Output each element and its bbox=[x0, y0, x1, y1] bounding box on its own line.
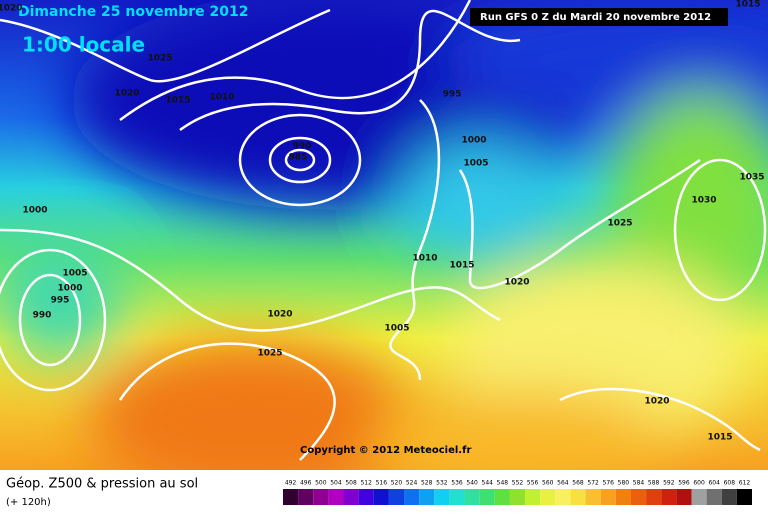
isobar-label: 1020 bbox=[644, 397, 669, 407]
scale-label: 564 bbox=[557, 480, 569, 487]
scale-swatch bbox=[646, 489, 662, 505]
scale-label: 600 bbox=[693, 480, 705, 487]
isobar-label: 1035 bbox=[739, 173, 764, 183]
scale-swatch bbox=[585, 489, 601, 505]
scale-swatch bbox=[479, 489, 495, 505]
scale-swatch bbox=[676, 489, 692, 505]
scale-swatch bbox=[343, 489, 359, 505]
isobar-label: 1015 bbox=[707, 433, 732, 443]
isobar-label: 990 bbox=[33, 311, 52, 321]
scale-label: 524 bbox=[406, 480, 418, 487]
isobar-label: 995 bbox=[443, 90, 462, 100]
scale-label: 604 bbox=[708, 480, 720, 487]
map-time: 1:00 locale bbox=[22, 33, 145, 57]
isobar-lines bbox=[0, 0, 765, 460]
isobar-label: 1015 bbox=[449, 261, 474, 271]
isobar-label: 1015 bbox=[735, 0, 760, 10]
copyright: Copyright © 2012 Meteociel.fr bbox=[300, 445, 471, 456]
scale-label: 576 bbox=[603, 480, 615, 487]
scale-label: 492 bbox=[285, 480, 297, 487]
scale-label: 592 bbox=[663, 480, 675, 487]
isobar-label: 1005 bbox=[62, 269, 87, 279]
scale-label: 500 bbox=[315, 480, 327, 487]
scale-label: 552 bbox=[512, 480, 524, 487]
scale-swatch bbox=[661, 489, 677, 505]
scale-label: 608 bbox=[724, 480, 736, 487]
isobar-label: 1010 bbox=[412, 254, 437, 264]
scale-label: 516 bbox=[376, 480, 388, 487]
scale-swatch bbox=[494, 489, 510, 505]
scale-swatch bbox=[691, 489, 707, 505]
scale-label: 580 bbox=[618, 480, 630, 487]
scale-swatch bbox=[404, 489, 420, 505]
scale-label: 556 bbox=[527, 480, 539, 487]
scale-label: 560 bbox=[542, 480, 554, 487]
scale-swatch bbox=[555, 489, 571, 505]
isobar-label: 1030 bbox=[691, 196, 716, 206]
legend-title: Géop. Z500 & pression au sol bbox=[6, 477, 198, 492]
isobar-label: 1005 bbox=[463, 159, 488, 169]
scale-swatch bbox=[736, 489, 752, 505]
scale-label: 496 bbox=[300, 480, 312, 487]
isobar-label: 1025 bbox=[257, 349, 282, 359]
isobar-label: 985 bbox=[289, 153, 308, 163]
lead-time: (+ 120h) bbox=[6, 497, 51, 508]
isobar-label: 995 bbox=[51, 296, 70, 306]
scale-label: 548 bbox=[497, 480, 509, 487]
isobar-label: 1020 bbox=[0, 4, 23, 14]
scale-swatch bbox=[540, 489, 556, 505]
isobar-label: 1015 bbox=[165, 96, 190, 106]
isobar-label: 1000 bbox=[461, 136, 486, 146]
scale-label: 504 bbox=[330, 480, 342, 487]
isobar-label: 1025 bbox=[607, 219, 632, 229]
field bbox=[0, 0, 768, 470]
scale-swatch bbox=[464, 489, 480, 505]
scale-label: 520 bbox=[391, 480, 403, 487]
scale-swatch bbox=[419, 489, 435, 505]
scale-label: 532 bbox=[436, 480, 448, 487]
scale-label: 512 bbox=[360, 480, 372, 487]
scale-swatch bbox=[600, 489, 616, 505]
scale-swatch bbox=[525, 489, 541, 505]
isobar-label: 1005 bbox=[384, 324, 409, 334]
scale-label: 588 bbox=[648, 480, 660, 487]
scale-swatch bbox=[570, 489, 586, 505]
run-info: Run GFS 0 Z du Mardi 20 novembre 2012 bbox=[480, 12, 711, 23]
scale-label: 544 bbox=[482, 480, 494, 487]
map-day: Dimanche 25 novembre 2012 bbox=[18, 4, 248, 20]
isobar-label: 1020 bbox=[267, 310, 292, 320]
isobar-label: 1020 bbox=[504, 278, 529, 288]
isobar-label: 1010 bbox=[209, 93, 234, 103]
scale-swatch bbox=[615, 489, 631, 505]
scale-swatch bbox=[358, 489, 374, 505]
scale-label: 540 bbox=[466, 480, 478, 487]
scale-label: 536 bbox=[451, 480, 463, 487]
scale-swatch bbox=[721, 489, 737, 505]
scale-swatch bbox=[509, 489, 526, 505]
scale-swatch bbox=[298, 489, 314, 505]
scale-swatch bbox=[706, 489, 722, 505]
scale-swatch bbox=[630, 489, 647, 505]
scale-swatch bbox=[449, 489, 465, 505]
isobar-label: 1000 bbox=[22, 206, 47, 216]
scale-swatch bbox=[283, 489, 299, 505]
scale-swatch bbox=[373, 489, 389, 505]
scale-label: 584 bbox=[633, 480, 645, 487]
scale-label: 528 bbox=[421, 480, 433, 487]
scale-swatch bbox=[313, 489, 329, 505]
scale-swatch bbox=[388, 489, 405, 505]
isobar-label: 990 bbox=[293, 142, 312, 152]
scale-label: 568 bbox=[572, 480, 584, 487]
scale-label: 612 bbox=[739, 480, 751, 487]
scale-swatch bbox=[434, 489, 450, 505]
isobar-label: 1000 bbox=[57, 284, 82, 294]
scale-swatch bbox=[328, 489, 344, 505]
scale-label: 508 bbox=[345, 480, 357, 487]
isobar-label: 1025 bbox=[147, 54, 172, 64]
scale-label: 596 bbox=[678, 480, 690, 487]
scale-label: 572 bbox=[587, 480, 599, 487]
isobar-label: 1020 bbox=[114, 89, 139, 99]
